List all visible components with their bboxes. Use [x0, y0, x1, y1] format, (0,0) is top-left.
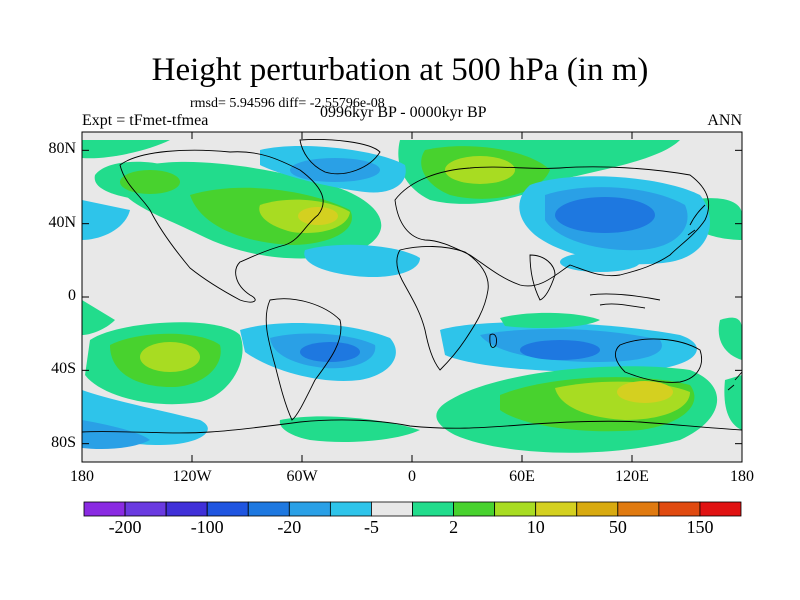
colorbar-label: 50 [608, 517, 627, 537]
x-tick-label: 180 [730, 468, 754, 485]
x-tick-label: 180 [70, 468, 94, 485]
y-tick-label: 40N [48, 213, 76, 231]
stats-line: rmsd= 5.94596 diff= -2.55796e-08 [190, 96, 385, 111]
anomaly-atlantic-south-negative [304, 244, 420, 278]
south-america-coast [265, 298, 342, 421]
india-coast [529, 254, 556, 301]
contour-field [82, 132, 742, 462]
x-tick-label: 120E [615, 468, 649, 485]
colorbar-label: -5 [363, 517, 379, 537]
colorbar-swatch [453, 501, 496, 517]
new-zealand-coast [727, 371, 742, 391]
x-tick-label: 60E [509, 468, 535, 485]
experiment-label: Expt = tFmet-tfmea [82, 112, 209, 129]
colorbar-swatch [83, 501, 126, 517]
anomaly-caspian-negative [560, 252, 640, 272]
x-tick-label: 60W [286, 468, 318, 485]
colorbar-swatch [165, 501, 208, 517]
colorbar-label: 150 [686, 517, 714, 537]
colorbar-label: 10 [526, 517, 545, 537]
colorbar [83, 501, 742, 517]
anomaly-scandinavia-positive [398, 140, 680, 204]
colorbar-label: -200 [108, 517, 142, 537]
axis-ticks [81, 132, 743, 462]
greenland-coast [299, 139, 381, 175]
colorbar-swatch [124, 501, 167, 517]
madagascar-coast [489, 333, 497, 348]
colorbar-label: 2 [449, 517, 459, 537]
colorbar-swatch [329, 501, 372, 517]
anomaly-alaska-positive [94, 161, 191, 202]
anomaly-south-pacific-east-positive [82, 300, 742, 430]
indonesia-coast [589, 293, 661, 309]
anomaly-north-pacific-west-positive [82, 140, 170, 159]
period-label: 0996kyr BP - 0000kyr BP [320, 104, 487, 121]
colorbar-label: -100 [190, 517, 224, 537]
colorbar-label: -20 [277, 517, 302, 537]
north-america-coast [119, 149, 324, 303]
japan-coast [687, 204, 706, 236]
y-tick-label: 40S [51, 360, 76, 378]
map-title: Height perturbation at 500 hPa (in m) [151, 52, 649, 88]
africa-coast [396, 246, 489, 371]
coastlines [82, 139, 742, 434]
anomaly-northwest-negative [82, 200, 130, 240]
europe-coast [394, 166, 710, 287]
anomaly-south-indian-negative [440, 312, 697, 372]
anomaly-southeast-pacific-positive [85, 322, 243, 405]
colorbar-swatch [494, 501, 537, 517]
colorbar-swatch [247, 501, 290, 517]
season-label: ANN [707, 112, 742, 129]
y-tick-label: 0 [68, 287, 76, 304]
colorbar-swatch [617, 501, 660, 517]
australia-coast [614, 338, 702, 383]
anomaly-antarctic-west-positive [279, 416, 420, 442]
anomaly-southern-indian-positive [436, 366, 718, 453]
colorbar-swatch [699, 501, 742, 517]
colorbar-swatch [206, 501, 249, 517]
x-tick-label: 120W [172, 468, 212, 485]
y-tick-label: 80S [51, 433, 76, 451]
anomaly-pacific-asia-negative [519, 176, 710, 265]
anomaly-south-atlantic-negative [240, 323, 396, 381]
y-tick-label: 80N [48, 140, 76, 158]
colorbar-swatch [576, 501, 619, 517]
colorbar-swatch [288, 501, 331, 517]
x-tick-label: 0 [408, 468, 416, 485]
colorbar-swatch [412, 501, 454, 517]
colorbar-swatch [535, 501, 578, 517]
colorbar-swatch [371, 501, 413, 517]
antarctica-coast [82, 419, 742, 434]
colorbar-swatch [658, 501, 701, 517]
